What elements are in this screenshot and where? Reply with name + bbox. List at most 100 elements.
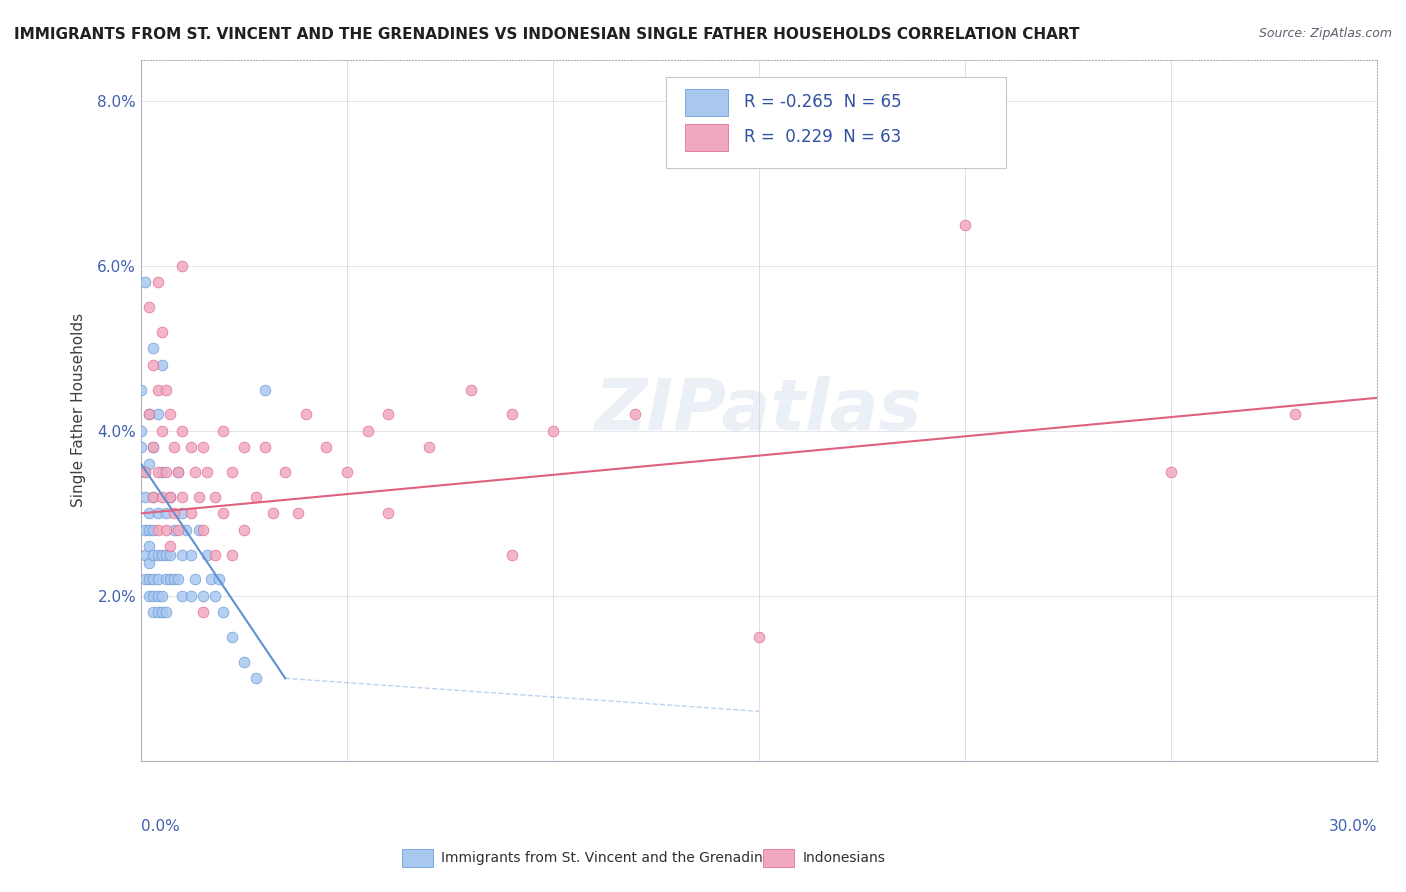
Point (501, 408, 523, 422)
Point (191, 441, 214, 455)
Point (180, 589, 202, 603)
Point (138, 523, 160, 537)
Bar (402, 849, 433, 867)
Point (159, 490, 181, 504)
Point (208, 572, 231, 586)
Point (377, 408, 399, 422)
Point (748, 630, 770, 644)
Point (134, 490, 156, 504)
Point (167, 465, 190, 479)
Point (163, 506, 186, 520)
Point (146, 605, 169, 619)
Point (134, 465, 156, 479)
Point (159, 539, 181, 553)
Point (142, 523, 165, 537)
Point (150, 605, 173, 619)
Y-axis label: Single Father Households: Single Father Households (72, 313, 86, 508)
Point (262, 506, 284, 520)
Point (172, 548, 194, 562)
Point (146, 276, 169, 290)
Point (138, 408, 160, 422)
Point (212, 605, 235, 619)
Point (163, 523, 186, 537)
Point (142, 490, 165, 504)
Point (200, 572, 222, 586)
Point (150, 490, 173, 504)
Point (172, 259, 194, 273)
Point (146, 548, 169, 562)
Point (460, 383, 482, 397)
Point (142, 358, 165, 372)
Point (150, 325, 173, 339)
Point (159, 572, 181, 586)
Point (501, 548, 523, 562)
Point (138, 457, 160, 471)
Text: 0.0%: 0.0% (141, 819, 180, 834)
Point (150, 358, 173, 372)
FancyBboxPatch shape (666, 77, 1007, 169)
Point (138, 572, 160, 586)
Text: Source: ZipAtlas.com: Source: ZipAtlas.com (1258, 27, 1392, 40)
Point (176, 523, 198, 537)
Text: ZIPatlas: ZIPatlas (595, 376, 922, 445)
Point (134, 276, 156, 290)
Point (287, 506, 309, 520)
Point (142, 490, 165, 504)
Point (155, 548, 177, 562)
Point (180, 441, 202, 455)
Point (1160, 465, 1182, 479)
Point (150, 548, 173, 562)
Point (134, 548, 156, 562)
Point (146, 572, 169, 586)
Point (221, 465, 243, 479)
Point (138, 556, 160, 570)
Point (195, 548, 218, 562)
Point (253, 441, 276, 455)
Point (150, 589, 173, 603)
Point (172, 506, 194, 520)
Point (150, 424, 173, 438)
Point (172, 589, 194, 603)
Point (187, 490, 209, 504)
Point (253, 383, 276, 397)
Point (191, 589, 214, 603)
Point (356, 424, 378, 438)
Bar (763, 849, 794, 867)
Text: Immigrants from St. Vincent and the Grenadines: Immigrants from St. Vincent and the Gren… (441, 851, 779, 865)
Point (233, 523, 256, 537)
Point (146, 523, 169, 537)
Text: R =  0.229  N = 63: R = 0.229 N = 63 (744, 128, 901, 146)
Point (336, 465, 359, 479)
Point (191, 605, 214, 619)
Point (146, 465, 169, 479)
Point (146, 589, 169, 603)
Point (129, 424, 152, 438)
Point (138, 506, 160, 520)
Bar (685, 124, 728, 151)
Point (274, 465, 297, 479)
Point (624, 408, 647, 422)
Point (142, 572, 165, 586)
Point (1284, 408, 1306, 422)
Point (142, 589, 165, 603)
Point (167, 465, 190, 479)
Point (191, 523, 214, 537)
Point (418, 441, 440, 455)
Text: Indonesians: Indonesians (803, 851, 886, 865)
Point (142, 441, 165, 455)
Point (150, 465, 173, 479)
Text: IMMIGRANTS FROM ST. VINCENT AND THE GRENADINES VS INDONESIAN SINGLE FATHER HOUSE: IMMIGRANTS FROM ST. VINCENT AND THE GREN… (14, 27, 1080, 42)
Point (187, 523, 209, 537)
Point (245, 490, 267, 504)
Point (233, 441, 256, 455)
Point (159, 548, 181, 562)
Point (163, 572, 186, 586)
Point (167, 523, 190, 537)
Point (245, 671, 267, 685)
Point (180, 548, 202, 562)
Point (315, 441, 337, 455)
Point (155, 605, 177, 619)
Point (204, 548, 226, 562)
Point (233, 655, 256, 669)
Point (138, 589, 160, 603)
